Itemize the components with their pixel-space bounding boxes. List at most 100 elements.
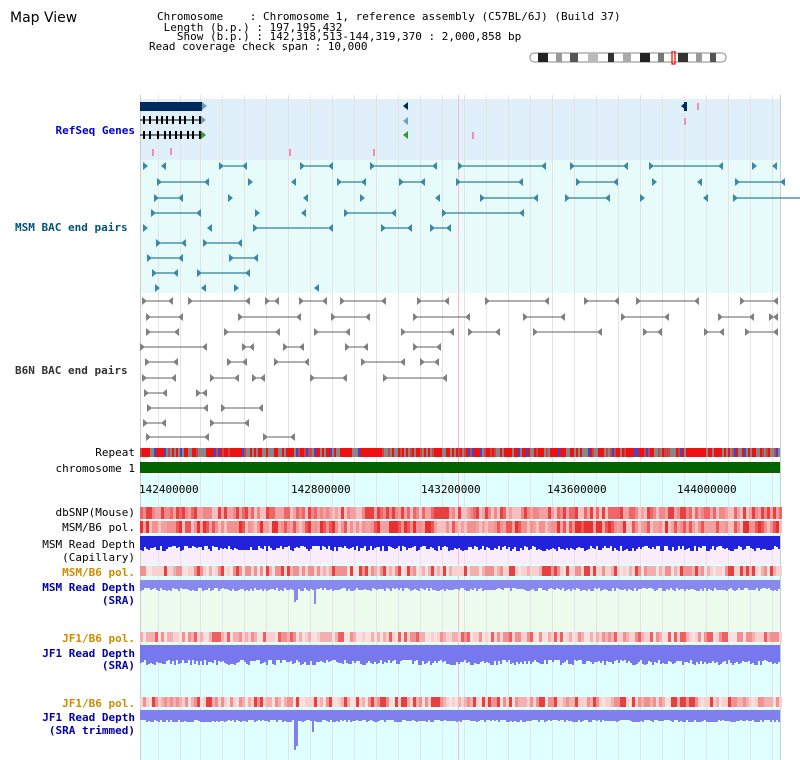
dbsnp-bin: [524, 507, 527, 519]
repeat-segment: [454, 448, 456, 457]
msm-b6-pol-sra-bin: [326, 566, 329, 576]
msm-b6-pol-bin: [662, 521, 665, 533]
dbsnp-bin: [407, 507, 410, 519]
track-label-jf1-b6-pol-trim[interactable]: JF1/B6 pol.: [62, 697, 135, 710]
msm-read-depth-sra-bin: [322, 580, 324, 590]
msm-read-depth-sra-bin: [466, 580, 468, 591]
msm-read-depth-sra-bin: [740, 580, 742, 590]
msm-read-depth-sra-bin: [314, 580, 316, 604]
jf1-read-depth-bin: [584, 645, 586, 664]
jf1-read-depth-bin: [758, 645, 760, 661]
msm-read-depth-cap-bin: [604, 536, 606, 546]
jf1-read-depth-trim-bin: [508, 710, 510, 722]
refseq-exon: [169, 131, 171, 139]
track-label-b6n-bac[interactable]: B6N BAC end pairs: [15, 364, 128, 377]
track-label-msm-read-depth-sra[interactable]: MSM Read Depth: [42, 581, 135, 594]
msm-read-depth-sra-bin: [184, 580, 186, 589]
jf1-read-depth-bin: [452, 645, 454, 665]
jf1-read-depth-bin: [322, 645, 324, 662]
msm-read-depth-sra-bin: [418, 580, 420, 591]
track-label-msm-read-depth-cap[interactable]: MSM Read Depth: [42, 538, 135, 551]
track-label-refseq[interactable]: RefSeq Genes: [55, 124, 135, 137]
dbsnp-bin: [770, 507, 773, 519]
jf1-b6-pol-trim-bin: [398, 697, 401, 707]
jf1-b6-pol-trim-bin: [305, 697, 308, 707]
msm-bac-end: [197, 269, 202, 277]
repeat-segment: [654, 448, 656, 457]
dbsnp-bin: [668, 507, 671, 519]
track-label-msm-b6-pol-sra[interactable]: MSM/B6 pol.: [62, 566, 135, 579]
msm-b6-pol-bin: [530, 521, 533, 533]
msm-read-depth-sra-bin: [370, 580, 372, 591]
msm-read-depth-sra-bin: [364, 580, 366, 589]
jf1-read-depth-bin: [162, 645, 164, 664]
msm-read-depth-cap-bin: [430, 536, 432, 547]
jf1-read-depth-trim-bin: [616, 710, 618, 722]
msm-read-depth-cap-bin: [696, 536, 698, 551]
jf1-b6-pol-bin: [560, 632, 563, 642]
repeat-segment: [288, 448, 290, 457]
chromosome-bar[interactable]: [140, 462, 780, 473]
jf1-read-depth-bin: [260, 645, 262, 664]
msm-read-depth-sra-bin: [768, 580, 770, 588]
jf1-read-depth-bin: [752, 645, 754, 663]
jf1-b6-pol-trim-bin: [611, 697, 614, 707]
chromosome-ideogram[interactable]: [528, 51, 730, 65]
track-label-dbsnp[interactable]: dbSNP(Mouse): [55, 506, 135, 519]
jf1-read-depth-bin: [234, 645, 236, 665]
msm-b6-pol-sra-bin: [377, 566, 380, 576]
jf1-b6-pol-trim-bin: [152, 697, 155, 707]
msm-b6-pol-sra-bin: [143, 566, 146, 576]
jf1-read-depth-trim-bin: [750, 710, 752, 721]
jf1-read-depth-trim-bin: [644, 710, 646, 720]
refseq-exon: [187, 131, 189, 139]
jf1-b6-pol-trim-bin: [296, 697, 299, 707]
jf1-read-depth-bin: [402, 645, 404, 660]
jf1-read-depth-bin: [186, 645, 188, 663]
repeat-segment: [358, 448, 360, 457]
msm-read-depth-cap-bin: [704, 536, 706, 546]
msm-read-depth-cap-bin: [370, 536, 372, 546]
track-label-msm-b6-pol[interactable]: MSM/B6 pol.: [62, 521, 135, 534]
jf1-b6-pol-trim-bin: [455, 697, 458, 707]
msm-read-depth-sra-bin: [356, 580, 358, 588]
track-label-msm-bac[interactable]: MSM BAC end pairs: [15, 221, 128, 234]
b6n-bac-end: [290, 433, 295, 441]
dbsnp-bin: [227, 507, 230, 519]
msm-b6-pol-sra-bin: [536, 566, 539, 576]
jf1-read-depth-trim-bin: [162, 710, 164, 722]
jf1-read-depth-trim-bin: [538, 710, 540, 722]
b6n-bac-end: [265, 297, 270, 305]
track-label-jf1-read-depth[interactable]: JF1 Read Depth: [42, 647, 135, 660]
msm-read-depth-cap-bin: [692, 536, 694, 551]
b6n-bac-end: [773, 328, 778, 336]
track-label-chromosome[interactable]: chromosome 1: [55, 462, 135, 475]
jf1-b6-pol-trim-bin: [224, 697, 227, 707]
msm-b6-pol-bin: [608, 521, 611, 533]
b6n-bac-end: [694, 297, 699, 305]
jf1-b6-pol-bin: [653, 632, 656, 642]
msm-read-depth-sra-bin: [528, 580, 530, 591]
jf1-read-depth-trim-bin: [244, 710, 246, 721]
jf1-read-depth-bin: [208, 645, 210, 662]
msm-read-depth-sra-bin: [180, 580, 182, 588]
jf1-b6-pol-trim-bin: [662, 697, 665, 707]
track-label-jf1-b6-pol[interactable]: JF1/B6 pol.: [62, 632, 135, 645]
msm-read-depth-cap-bin: [236, 536, 238, 549]
jf1-b6-pol-bin: [275, 632, 278, 642]
jf1-b6-pol-trim-bin: [239, 697, 242, 707]
msm-read-depth-cap-bin: [722, 536, 724, 548]
repeat-segment: [616, 448, 618, 457]
msm-b6-pol-bin: [602, 521, 605, 533]
msm-read-depth-cap-bin: [486, 536, 488, 547]
track-label-jf1-read-depth-trim[interactable]: JF1 Read Depth: [42, 711, 135, 724]
jf1-b6-pol-trim-bin: [593, 697, 596, 707]
jf1-read-depth-trim-bin: [688, 710, 690, 722]
track-label-repeat[interactable]: Repeat: [95, 446, 135, 459]
msm-read-depth-cap-bin: [160, 536, 162, 546]
msm-bac-end: [155, 284, 160, 292]
msm-read-depth-cap-bin: [584, 536, 586, 551]
jf1-b6-pol-trim-bin: [263, 697, 266, 707]
jf1-read-depth-trim-bin: [330, 710, 332, 720]
